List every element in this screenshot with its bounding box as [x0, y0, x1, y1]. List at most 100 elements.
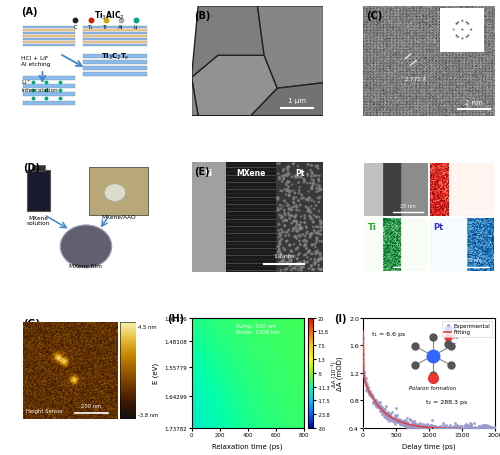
Experimental	[487, 423, 495, 430]
Experimental	[430, 428, 438, 435]
Experimental	[378, 410, 386, 418]
Point	[315, 178, 323, 185]
Point	[283, 172, 291, 180]
Point	[302, 223, 310, 231]
Point	[297, 174, 305, 181]
Text: Tₓ: Tₓ	[88, 25, 94, 30]
Experimental	[415, 425, 423, 432]
Point	[315, 199, 323, 206]
Experimental	[414, 421, 422, 429]
Point	[310, 199, 318, 206]
Experimental	[422, 422, 430, 429]
Point	[290, 265, 298, 272]
Bar	[22, 39, 76, 41]
Point	[316, 238, 324, 245]
Point	[301, 220, 309, 227]
Experimental	[394, 418, 402, 425]
Experimental	[379, 405, 387, 412]
Point	[290, 187, 298, 195]
Experimental	[443, 428, 451, 435]
Point	[290, 199, 298, 206]
Experimental	[388, 415, 396, 422]
Experimental	[416, 422, 424, 430]
Point	[279, 258, 287, 266]
Experimental	[362, 382, 370, 389]
Point	[302, 238, 310, 246]
Experimental	[470, 420, 478, 427]
Experimental	[380, 410, 388, 418]
Point	[308, 262, 316, 269]
Point	[284, 168, 292, 176]
Experimental	[467, 429, 475, 436]
Point	[278, 255, 286, 262]
Point	[316, 227, 324, 234]
Text: 2 nm: 2 nm	[465, 100, 483, 106]
Experimental	[420, 426, 428, 434]
Point	[300, 238, 308, 245]
Point	[306, 216, 314, 223]
Point	[288, 266, 296, 273]
Point	[309, 219, 317, 226]
Experimental	[373, 403, 381, 410]
Experimental	[426, 428, 434, 435]
Experimental	[388, 415, 396, 422]
Experimental	[384, 413, 392, 420]
Point	[294, 180, 302, 187]
Point	[285, 171, 293, 178]
Point	[280, 258, 287, 266]
Point	[280, 229, 288, 236]
Point	[313, 230, 321, 237]
Point	[293, 256, 301, 263]
Point	[316, 217, 324, 224]
Bar	[84, 26, 146, 29]
Experimental	[418, 424, 426, 431]
Experimental	[406, 424, 414, 431]
Point	[284, 179, 292, 187]
Point	[288, 182, 296, 189]
Point	[292, 173, 300, 180]
Point	[304, 172, 312, 180]
Point	[318, 266, 326, 273]
Point	[315, 188, 323, 195]
Point	[276, 241, 284, 248]
Experimental	[378, 406, 386, 413]
Text: Li: Li	[134, 25, 138, 30]
Point	[316, 250, 324, 258]
Point	[285, 164, 293, 171]
Bar	[276, 162, 324, 272]
Experimental	[434, 423, 442, 430]
Fitting	[492, 426, 498, 432]
Experimental	[485, 424, 493, 431]
Experimental	[370, 399, 378, 406]
Experimental	[360, 368, 368, 375]
Experimental	[378, 406, 386, 413]
Experimental	[384, 409, 392, 416]
Point	[304, 250, 312, 257]
Experimental	[386, 413, 394, 420]
Experimental	[490, 428, 498, 435]
Point	[358, 426, 366, 433]
Polygon shape	[192, 78, 198, 116]
Point	[285, 255, 293, 263]
Experimental	[394, 418, 402, 425]
Point	[300, 252, 308, 259]
Experimental	[404, 423, 412, 430]
Experimental	[382, 414, 390, 421]
Point	[302, 242, 310, 249]
Experimental	[470, 424, 478, 431]
Point	[294, 260, 302, 267]
Experimental	[380, 410, 388, 417]
Experimental	[391, 414, 399, 421]
Point	[282, 182, 290, 189]
Experimental	[384, 409, 392, 416]
Point	[276, 259, 284, 267]
Experimental	[464, 422, 472, 429]
Experimental	[412, 425, 420, 432]
Text: (F): (F)	[366, 163, 382, 173]
Point	[304, 198, 312, 205]
Point	[317, 224, 325, 231]
Point	[296, 222, 304, 229]
Experimental	[380, 407, 388, 415]
Experimental	[482, 425, 490, 433]
Point	[278, 178, 286, 186]
